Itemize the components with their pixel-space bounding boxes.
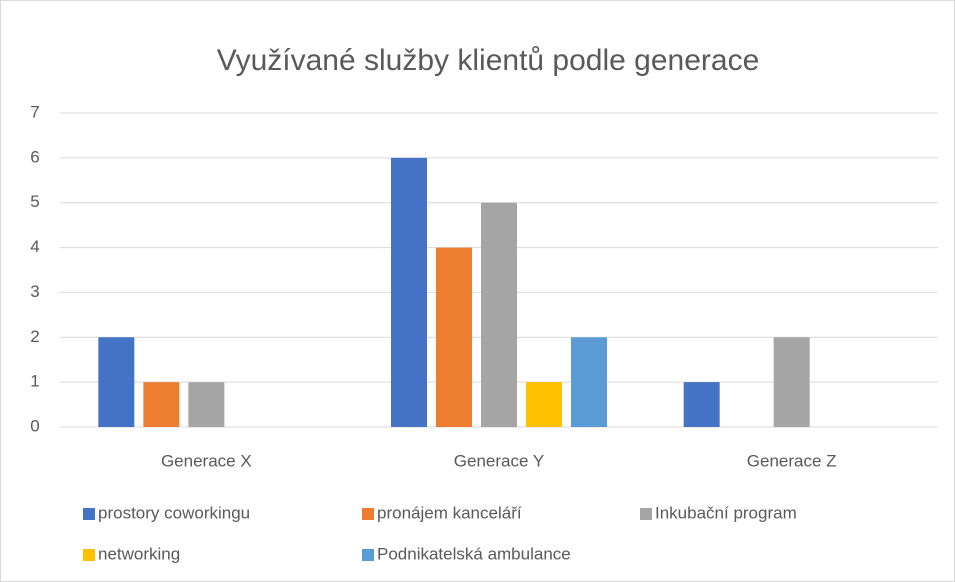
legend-swatch [83,549,95,561]
legend-swatch [362,508,374,520]
y-tick-label: 0 [30,416,39,435]
legend-label: networking [98,544,180,563]
y-tick-label: 2 [30,327,39,346]
x-tick-label: Generace Y [454,451,544,470]
legend-label: pronájem kanceláří [377,503,522,522]
bar [571,337,607,427]
chart-title: Využívané služby klientů podle generace [217,44,760,77]
y-tick-label: 4 [30,237,39,256]
y-tick-label: 6 [30,147,39,166]
legend-swatch [83,508,95,520]
bar [436,247,472,427]
y-tick-label: 7 [30,102,39,121]
legend-swatch [640,508,652,520]
legend-label: prostory coworkingu [98,503,250,522]
bar [188,382,225,427]
bar [526,382,562,427]
x-tick-label: Generace X [161,451,252,470]
legend-label: Inkubační program [655,503,797,522]
y-tick-label: 5 [30,192,39,211]
y-tick-label: 1 [30,372,39,391]
bar [481,202,517,427]
bar [683,382,720,427]
bar [98,337,135,427]
x-tick-label: Generace Z [747,451,837,470]
y-tick-label: 3 [30,282,39,301]
legend-swatch [362,549,374,561]
bar [143,382,180,427]
bar [773,337,810,427]
bar [391,157,427,427]
legend-label: Podnikatelská ambulance [377,544,571,563]
